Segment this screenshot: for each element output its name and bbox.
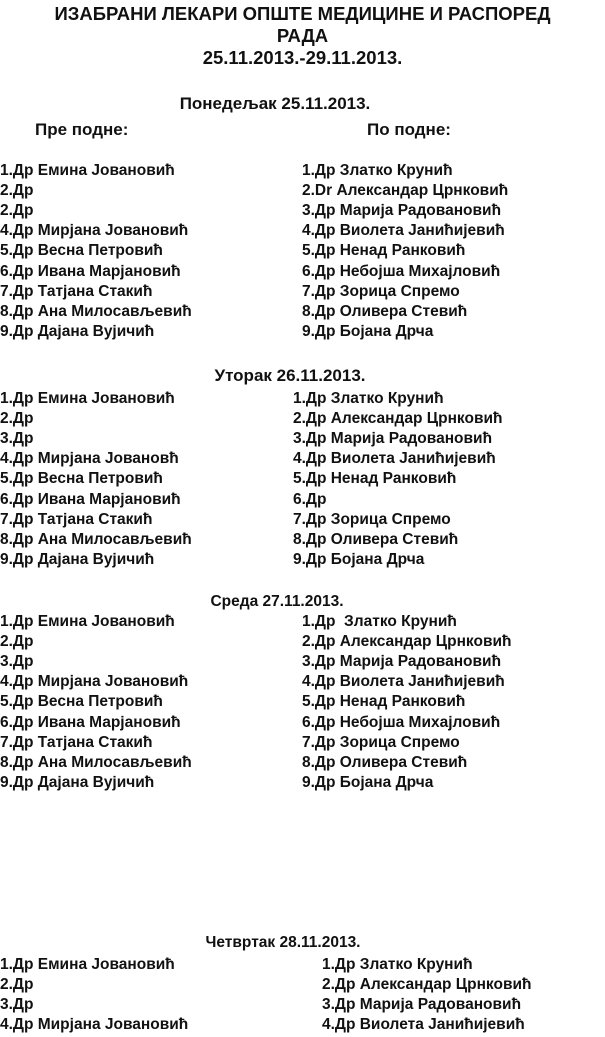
afternoon-doctor-item: 5.Др Ненад Ранковић (293, 470, 457, 488)
morning-doctor-item: 2.Др (0, 633, 34, 651)
date-range: 25.11.2013.-29.11.2013. (202, 47, 403, 68)
morning-doctor-item: 4.Др Мирјана Јовановић (0, 1016, 189, 1034)
morning-doctor-item: 6.Др Ивана Марјановић (0, 713, 181, 731)
morning-doctor-item: 9.Др Дајана Вујичић (0, 773, 155, 791)
afternoon-doctor-item: 1.Др Златко Крунић (293, 390, 444, 407)
morning-doctor-item: 3.Др (0, 430, 34, 448)
afternoon-doctor-item: 2.Др Александар Црнковић (302, 633, 512, 651)
afternoon-doctor-item: 5.Др Ненад Ранковић (302, 693, 466, 711)
afternoon-doctor-item: 4.Др Виолета Јанићијевић (293, 450, 496, 468)
document-title-line1: ИЗАБРАНИ ЛЕКАРИ ОПШТЕ МЕДИЦИНЕ И РАСПОРЕ… (54, 3, 551, 24)
morning-doctor-item: 2.Др (0, 976, 34, 994)
day-heading: Понедељак 25.11.2013. (179, 94, 371, 113)
morning-doctor-item: 8.Др Ана Милосављевић (0, 530, 192, 548)
afternoon-doctor-item: 6.Др Небојша Михајловић (302, 713, 501, 731)
afternoon-doctor-item: 2.Dr Александар Црнковић (302, 182, 509, 200)
afternoon-doctor-item: 3.Др Марија Радовановић (302, 202, 502, 220)
afternoon-doctor-item: 6.Др (293, 490, 327, 508)
day-heading: Среда 27.11.2013. (210, 593, 344, 610)
afternoon-doctor-item: 1.Др Златко Крунић (302, 162, 453, 179)
morning-doctor-item: 4.Др Мирјана Јовановћ (0, 450, 179, 468)
afternoon-doctor-item: 5.Др Ненад Ранковић (302, 242, 466, 260)
morning-doctor-item: 5.Др Весна Петровић (0, 470, 163, 488)
morning-doctor-item: 8.Др Ана Милосављевић (0, 302, 192, 320)
morning-doctor-item: 1.Др Емина Јовановић (0, 613, 175, 630)
afternoon-doctor-item: 8.Др Оливера Стевић (293, 530, 459, 548)
morning-doctor-item: 2.Др (0, 202, 34, 220)
morning-doctor-item: 3.Др (0, 653, 34, 671)
afternoon-doctor-item: 3.Др Марија Радовановић (293, 430, 493, 448)
morning-doctor-item: 2.Др (0, 410, 34, 428)
morning-doctor-item: 1.Др Емина Јовановић (0, 390, 175, 407)
afternoon-doctor-item: 8.Др Оливера Стевић (302, 753, 468, 771)
morning-doctor-item: 7.Др Татјана Стакић (0, 733, 153, 751)
afternoon-doctor-item: 1.Др Златко Крунић (322, 956, 473, 973)
morning-doctor-item: 9.Др Дајана Вујичић (0, 550, 155, 568)
morning-doctor-item: 8.Др Ана Милосављевић (0, 753, 192, 771)
afternoon-doctor-item: 3.Др Марија Радовановић (302, 653, 502, 671)
day-heading: Четвртак 28.11.2013. (205, 934, 361, 951)
morning-doctor-item: 4.Др Мирјана Јовановић (0, 222, 189, 240)
morning-doctor-item: 5.Др Весна Петровић (0, 693, 163, 711)
afternoon-doctor-item: 7.Др Зорица Спремо (302, 282, 460, 300)
afternoon-doctor-item: 6.Др Небојша Михајловић (302, 262, 501, 280)
day-heading: Уторак 26.11.2013. (214, 366, 366, 385)
afternoon-doctor-item: 9.Др Бојана Дрча (302, 773, 434, 791)
afternoon-label: По подне: (367, 120, 451, 139)
afternoon-doctor-item: 9.Др Бојана Дрча (302, 322, 434, 340)
morning-doctor-item: 1.Др Емина Јовановић (0, 162, 175, 179)
morning-doctor-item: 3.Др (0, 996, 34, 1014)
morning-doctor-item: 6.Др Ивана Марјановић (0, 490, 181, 508)
morning-doctor-item: 5.Др Весна Петровић (0, 242, 163, 260)
morning-doctor-item: 4.Др Мирјана Јовановић (0, 673, 189, 691)
morning-doctor-item: 2.Др (0, 182, 34, 200)
morning-doctor-item: 1.Др Емина Јовановић (0, 956, 175, 973)
afternoon-doctor-item: 7.Др Зорица Спремо (302, 733, 460, 751)
morning-doctor-item: 7.Др Татјана Стакић (0, 282, 153, 300)
morning-label: Пре подне: (35, 120, 129, 139)
afternoon-doctor-item: 1.Др Златко Крунић (302, 613, 457, 630)
document-title-line2: РАДА (276, 25, 329, 46)
morning-doctor-item: 6.Др Ивана Марјановић (0, 262, 181, 280)
afternoon-doctor-item: 4.Др Виолета Јанићијевић (302, 222, 505, 240)
afternoon-doctor-item: 3.Др Марија Радовановић (322, 996, 522, 1014)
morning-doctor-item: 9.Др Дајана Вујичић (0, 322, 155, 340)
afternoon-doctor-item: 7.Др Зорица Спремо (293, 510, 451, 528)
afternoon-doctor-item: 2.Др Александар Црнковић (293, 410, 503, 428)
afternoon-doctor-item: 9.Др Бојана Дрча (293, 550, 425, 568)
morning-doctor-item: 7.Др Татјана Стакић (0, 510, 153, 528)
afternoon-doctor-item: 8.Др Оливера Стевић (302, 302, 468, 320)
afternoon-doctor-item: 4.Др Виолета Јанићијевић (302, 673, 505, 691)
afternoon-doctor-item: 4.Др Виолета Јанићијевић (322, 1016, 525, 1034)
afternoon-doctor-item: 2.Др Александар Црнковић (322, 976, 532, 994)
